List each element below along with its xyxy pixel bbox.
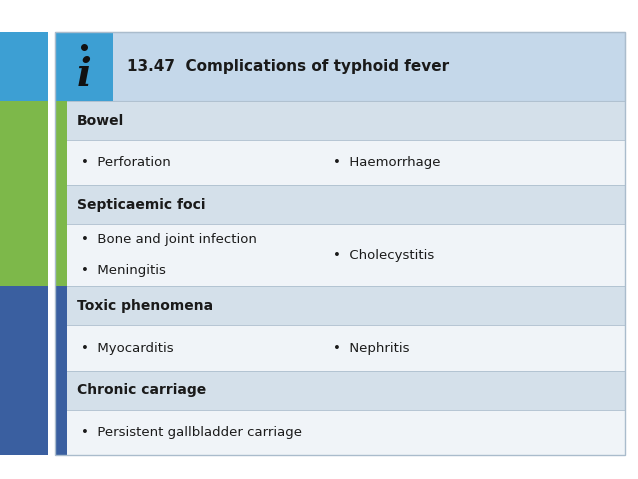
Text: 13.47  Complications of typhoid fever: 13.47 Complications of typhoid fever bbox=[127, 59, 449, 74]
Text: Septicaemic foci: Septicaemic foci bbox=[77, 198, 205, 212]
FancyBboxPatch shape bbox=[0, 101, 48, 286]
FancyBboxPatch shape bbox=[55, 371, 67, 410]
FancyBboxPatch shape bbox=[55, 101, 67, 140]
FancyBboxPatch shape bbox=[55, 140, 625, 185]
FancyBboxPatch shape bbox=[55, 225, 67, 286]
FancyBboxPatch shape bbox=[55, 32, 113, 101]
FancyBboxPatch shape bbox=[55, 101, 625, 140]
Text: •  Cholecystitis: • Cholecystitis bbox=[333, 249, 434, 262]
FancyBboxPatch shape bbox=[0, 286, 48, 455]
FancyBboxPatch shape bbox=[55, 325, 625, 371]
Text: Bowel: Bowel bbox=[77, 114, 124, 127]
Text: •  Haemorrhage: • Haemorrhage bbox=[333, 156, 440, 169]
FancyBboxPatch shape bbox=[0, 32, 48, 101]
FancyBboxPatch shape bbox=[55, 140, 67, 185]
Text: •  Bone and joint infection: • Bone and joint infection bbox=[81, 233, 257, 246]
FancyBboxPatch shape bbox=[55, 185, 67, 225]
FancyBboxPatch shape bbox=[55, 286, 625, 325]
Text: •  Perforation: • Perforation bbox=[81, 156, 171, 169]
FancyBboxPatch shape bbox=[55, 32, 625, 101]
FancyBboxPatch shape bbox=[55, 410, 67, 455]
Text: •  Meningitis: • Meningitis bbox=[81, 264, 166, 277]
FancyBboxPatch shape bbox=[55, 286, 67, 325]
FancyBboxPatch shape bbox=[55, 225, 625, 286]
Text: Toxic phenomena: Toxic phenomena bbox=[77, 299, 213, 313]
FancyBboxPatch shape bbox=[55, 371, 625, 410]
Text: •  Nephritis: • Nephritis bbox=[333, 342, 410, 354]
FancyBboxPatch shape bbox=[55, 325, 67, 371]
Text: •  Myocarditis: • Myocarditis bbox=[81, 342, 174, 354]
Text: i: i bbox=[77, 56, 91, 94]
Text: •  Persistent gallbladder carriage: • Persistent gallbladder carriage bbox=[81, 426, 302, 439]
FancyBboxPatch shape bbox=[55, 185, 625, 225]
Text: Chronic carriage: Chronic carriage bbox=[77, 383, 206, 397]
FancyBboxPatch shape bbox=[55, 410, 625, 455]
